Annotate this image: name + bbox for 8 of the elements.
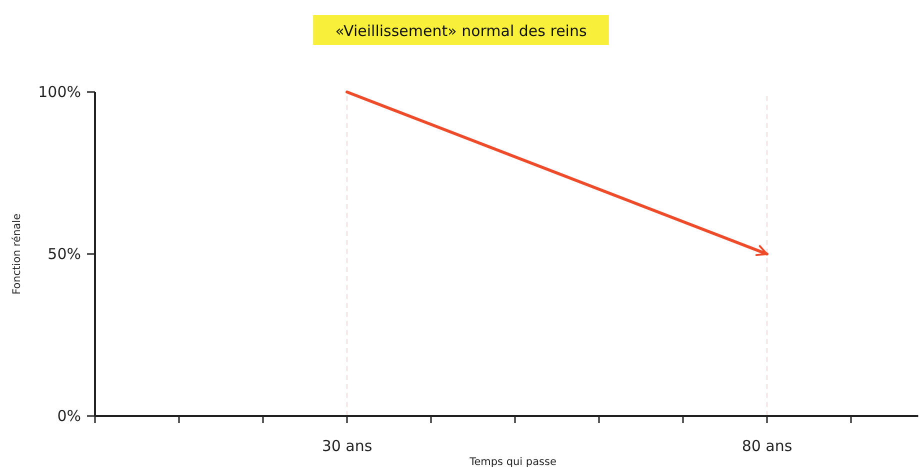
- chart-title: «Vieillissement» normal des reins: [335, 22, 587, 40]
- y-axis-title: Fonction rénale: [11, 214, 23, 294]
- x-tick-label: 80 ans: [742, 437, 792, 455]
- x-tick-label: 30 ans: [322, 437, 372, 455]
- y-tick-label: 100%: [38, 83, 81, 101]
- y-tick-label: 0%: [57, 407, 81, 425]
- y-tick-label: 50%: [48, 245, 81, 263]
- x-axis-title: Temps qui passe: [468, 456, 556, 467]
